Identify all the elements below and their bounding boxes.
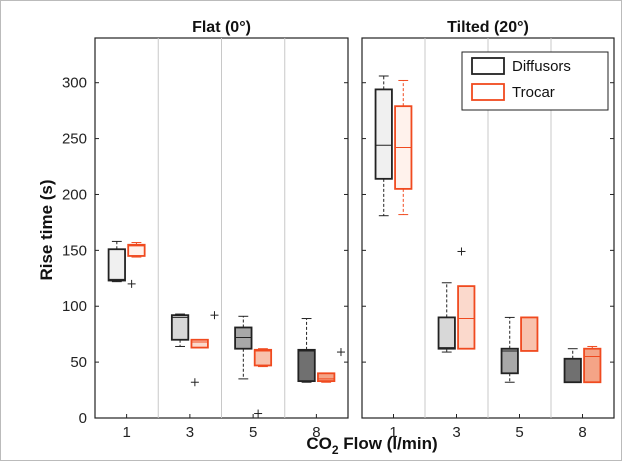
box bbox=[500, 347, 519, 375]
x-axis-label-rest: Flow (l/min) bbox=[339, 434, 438, 453]
box bbox=[520, 316, 539, 352]
y-tick-label: 250 bbox=[62, 131, 87, 148]
y-tick-label: 200 bbox=[62, 186, 87, 203]
y-tick-label: 300 bbox=[62, 75, 87, 92]
x-axis-label-subscript: 2 bbox=[332, 443, 339, 457]
x-axis-label-main: CO bbox=[306, 434, 332, 453]
legend-label: Diffusors bbox=[512, 58, 571, 75]
y-tick-label: 150 bbox=[62, 242, 87, 259]
x-tick-label: 1 bbox=[389, 424, 397, 441]
x-tick-label: 5 bbox=[515, 424, 523, 441]
x-axis-label: CO2 Flow (l/min) bbox=[306, 434, 437, 457]
box bbox=[374, 88, 393, 180]
box bbox=[107, 248, 126, 282]
x-tick-label: 8 bbox=[312, 424, 320, 441]
legend-label: Trocar bbox=[512, 84, 555, 101]
box bbox=[190, 338, 209, 349]
x-tick-label: 8 bbox=[578, 424, 586, 441]
y-tick-label: 50 bbox=[70, 354, 87, 371]
box bbox=[317, 372, 336, 383]
box bbox=[253, 348, 273, 367]
x-tick-label: 3 bbox=[452, 424, 460, 441]
legend-swatch bbox=[471, 83, 505, 101]
box bbox=[457, 285, 476, 350]
box bbox=[583, 347, 602, 384]
x-tick-label: 3 bbox=[186, 424, 194, 441]
y-tick-label: 0 bbox=[79, 410, 87, 427]
x-tick-label: 5 bbox=[249, 424, 257, 441]
box bbox=[170, 314, 190, 341]
box bbox=[234, 326, 253, 350]
x-tick-label: 1 bbox=[122, 424, 130, 441]
box bbox=[127, 243, 146, 257]
legend-swatch bbox=[471, 57, 505, 75]
box bbox=[563, 357, 582, 384]
panel-title: Tilted (20°) bbox=[447, 19, 529, 36]
box bbox=[297, 348, 316, 383]
panel-title: Flat (0°) bbox=[192, 19, 251, 36]
y-axis-label: Rise time (s) bbox=[37, 179, 56, 280]
box bbox=[437, 316, 456, 350]
y-tick-label: 100 bbox=[62, 298, 87, 315]
